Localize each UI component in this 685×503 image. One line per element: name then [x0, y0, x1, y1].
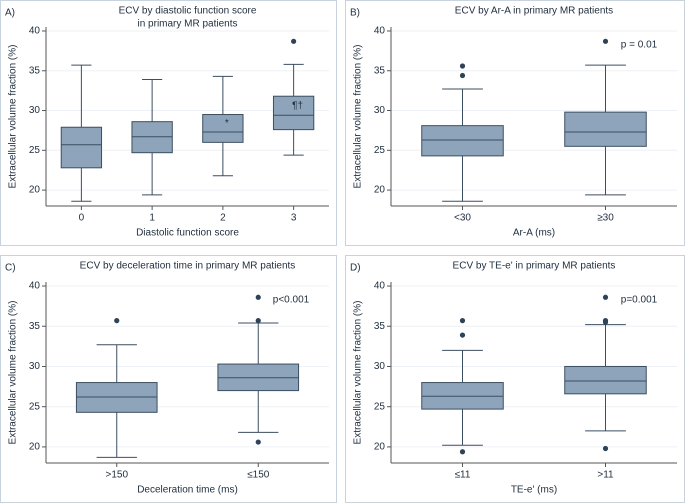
- x-tick-label: <30: [454, 213, 471, 224]
- outlier: [459, 332, 466, 338]
- y-tick-label: 35: [374, 321, 386, 332]
- x-tick-label: ≥30: [597, 213, 614, 224]
- outlier: [602, 38, 609, 44]
- panel-label: C): [5, 263, 16, 274]
- y-tick-label: 20: [29, 185, 41, 196]
- y-tick-label: 40: [29, 281, 41, 292]
- y-tick-label: 25: [374, 145, 386, 156]
- y-tick-label: 30: [29, 361, 41, 372]
- y-tick-label: 20: [29, 442, 41, 453]
- annotation: p=0.001: [621, 295, 658, 306]
- y-axis-title: Extracellular volume fraction (%): [353, 45, 364, 189]
- box: [272, 95, 315, 131]
- outlier: [602, 319, 609, 325]
- y-tick-label: 35: [29, 65, 41, 76]
- y-tick-label: 20: [374, 185, 386, 196]
- annotation: p = 0.01: [621, 40, 658, 51]
- box: [421, 125, 504, 157]
- outlier: [602, 445, 609, 452]
- x-tick-label: 2: [220, 213, 226, 224]
- y-tick-label: 40: [374, 281, 386, 292]
- box: [564, 365, 647, 395]
- box-marker: ¶†: [292, 100, 303, 111]
- x-tick-label: ≤11: [455, 470, 471, 481]
- box: [564, 111, 647, 147]
- box: [202, 114, 244, 143]
- y-tick-label: 35: [374, 65, 386, 76]
- box: [60, 126, 103, 169]
- chart-title: ECV by diastolic function score: [119, 6, 257, 17]
- outlier: [114, 318, 120, 324]
- x-tick-label: ≤150: [247, 470, 270, 481]
- y-tick-label: 25: [29, 401, 41, 412]
- outlier: [459, 449, 466, 455]
- outlier: [459, 318, 466, 324]
- x-axis-title: Diastolic function score: [136, 228, 239, 239]
- y-tick-label: 35: [29, 321, 41, 332]
- x-tick-label: >11: [597, 470, 614, 481]
- y-tick-label: 25: [29, 145, 41, 156]
- y-tick-label: 30: [29, 105, 41, 116]
- outlier: [602, 294, 609, 300]
- x-tick-label: >150: [105, 470, 128, 481]
- chart-title: in primary MR patients: [137, 19, 237, 30]
- x-axis-title: Ar-A (ms): [513, 228, 555, 239]
- y-tick-label: 30: [374, 105, 386, 116]
- y-axis-title: Extracellular volume fraction (%): [353, 301, 364, 445]
- outlier: [255, 439, 261, 445]
- outlier: [255, 294, 261, 300]
- outlier: [291, 38, 297, 44]
- y-tick-label: 30: [374, 361, 386, 372]
- outlier: [459, 63, 466, 69]
- outlier: [459, 72, 466, 79]
- y-tick-label: 25: [374, 401, 386, 412]
- x-axis-title: TE-e' (ms): [511, 485, 557, 496]
- y-tick-label: 20: [374, 442, 386, 453]
- panel-label: B): [350, 8, 360, 19]
- box-marker: *: [225, 118, 229, 129]
- x-axis-title: Deceleration time (ms): [137, 485, 238, 496]
- y-axis-title: Extracellular volume fraction (%): [8, 301, 19, 445]
- chart-title: ECV by TE-e' in primary MR patients: [453, 261, 616, 272]
- y-tick-label: 40: [29, 26, 41, 37]
- chart-title: ECV by deceleration time in primary MR p…: [80, 261, 296, 272]
- x-tick-label: 0: [79, 213, 85, 224]
- y-axis-title: Extracellular volume fraction (%): [8, 45, 19, 189]
- chart-title: ECV by Ar-A in primary MR patients: [455, 6, 613, 17]
- y-tick-label: 40: [374, 26, 386, 37]
- x-tick-label: 1: [149, 213, 155, 224]
- outlier: [255, 318, 261, 324]
- x-tick-label: 3: [291, 213, 297, 224]
- annotation: p<0.001: [273, 295, 310, 306]
- panel-label: A): [5, 8, 15, 19]
- panel-label: D): [350, 263, 361, 274]
